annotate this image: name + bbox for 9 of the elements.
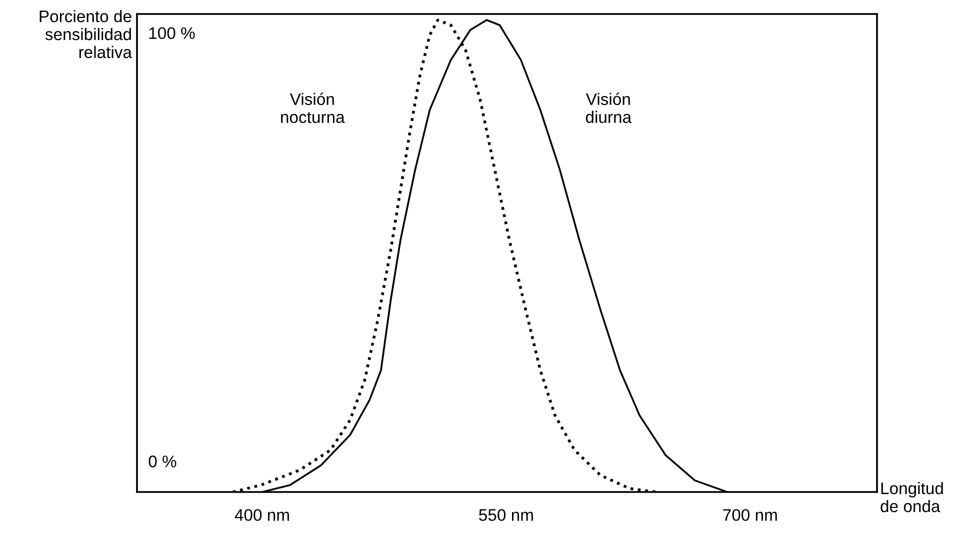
annotation: Visión diurna [586,92,632,124]
x-axis-title: Longitud de onda [880,482,943,512]
y-tick-label: 100 % [149,27,195,40]
y-axis-title: Porciento de sensibilidad relativa [40,10,132,58]
x-tick-label: 550 nm [479,509,533,521]
x-tick-label: 400 nm [234,509,289,521]
x-tick-label: 700 nm [723,509,777,521]
annotation: Visión nocturna [281,92,345,124]
y-tick-label: 0 % [148,456,176,468]
